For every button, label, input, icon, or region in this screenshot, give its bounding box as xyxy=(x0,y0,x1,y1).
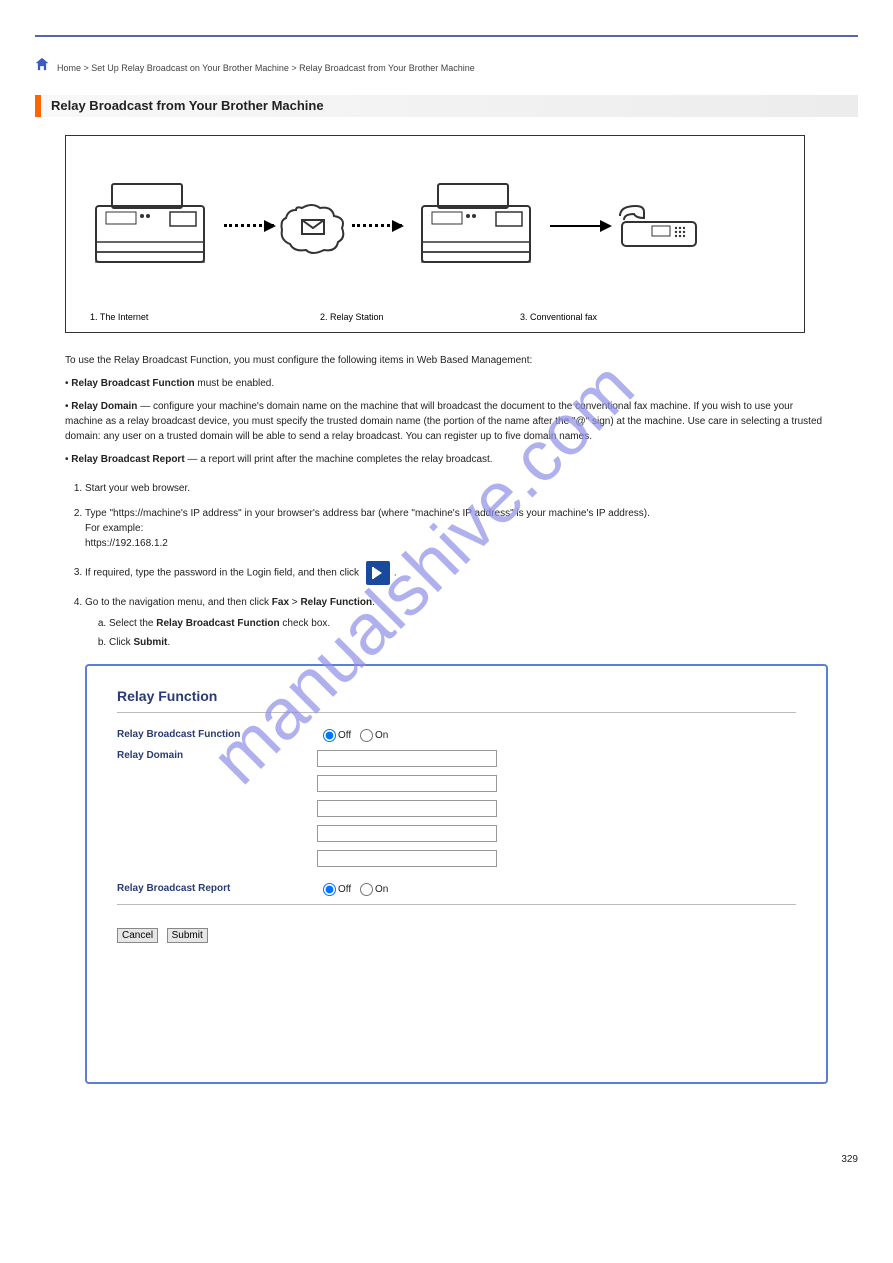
form-divider-1 xyxy=(117,712,796,713)
submit-button[interactable]: Submit xyxy=(167,928,208,943)
bullet-2: • Relay Domain — configure your machine'… xyxy=(65,399,828,444)
domain-input-5[interactable] xyxy=(317,850,497,867)
printer-2-icon xyxy=(406,176,546,276)
cancel-button[interactable]: Cancel xyxy=(117,928,158,943)
orange-accent xyxy=(35,95,41,117)
breadcrumb: Home > Set Up Relay Broadcast on Your Br… xyxy=(57,62,858,75)
radio-rbf-on[interactable] xyxy=(360,729,373,742)
broadcast-report-radios: Off On xyxy=(317,883,796,896)
step-4: Go to the navigation menu, and then clic… xyxy=(85,595,828,650)
diagram-label-2: 2. Relay Station xyxy=(320,312,520,322)
broadcast-function-radios: Off On xyxy=(317,729,796,742)
breadcrumb-l2[interactable]: Set Up Relay Broadcast on Your Brother M… xyxy=(91,63,289,73)
label-broadcast-report: Relay Broadcast Report xyxy=(117,883,317,894)
relay-domain-inputs xyxy=(317,750,796,875)
step-3: If required, type the password in the Lo… xyxy=(85,561,828,585)
domain-input-3[interactable] xyxy=(317,800,497,817)
cloud-envelope-icon xyxy=(278,196,348,256)
breadcrumb-l1[interactable]: Home xyxy=(57,63,81,73)
diagram-label-3: 3. Conventional fax xyxy=(520,312,640,322)
dotted-arrow-2 xyxy=(352,224,402,227)
home-icon[interactable] xyxy=(35,57,49,71)
steps-list: Start your web browser. Type "https://ma… xyxy=(85,481,828,650)
solid-arrow xyxy=(550,225,610,227)
step-1: Start your web browser. xyxy=(85,481,828,496)
label-broadcast-function: Relay Broadcast Function xyxy=(117,729,317,740)
bullet-1: • Relay Broadcast Function must be enabl… xyxy=(65,376,828,391)
diagram-box: 1. The Internet 2. Relay Station 3. Conv… xyxy=(65,135,805,333)
domain-input-4[interactable] xyxy=(317,825,497,842)
login-arrow-icon xyxy=(366,561,390,585)
domain-input-1[interactable] xyxy=(317,750,497,767)
substep-a: Select the Relay Broadcast Function chec… xyxy=(109,616,828,631)
bullet-3: • Relay Broadcast Report — a report will… xyxy=(65,452,828,467)
radio-rbr-on[interactable] xyxy=(360,883,373,896)
step-2: Type "https://machine's IP address" in y… xyxy=(85,506,828,551)
intro-para: To use the Relay Broadcast Function, you… xyxy=(65,353,828,368)
dotted-arrow-1 xyxy=(224,224,274,227)
form-title: Relay Function xyxy=(117,688,796,704)
relay-function-panel: Relay Function Relay Broadcast Function … xyxy=(85,664,828,1084)
radio-rbf-off[interactable] xyxy=(323,729,336,742)
label-relay-domain: Relay Domain xyxy=(117,750,317,761)
domain-input-2[interactable] xyxy=(317,775,497,792)
fax-device-icon xyxy=(614,196,704,256)
substep-b: Click Submit. xyxy=(109,635,828,650)
diagram-label-1: 1. The Internet xyxy=(90,312,320,322)
top-rule xyxy=(35,35,858,37)
section-title: Relay Broadcast from Your Brother Machin… xyxy=(51,98,324,113)
breadcrumb-l3: Relay Broadcast from Your Brother Machin… xyxy=(299,63,475,73)
radio-rbr-off[interactable] xyxy=(323,883,336,896)
section-header: Relay Broadcast from Your Brother Machin… xyxy=(35,95,858,117)
form-divider-2 xyxy=(117,904,796,905)
page-number: 329 xyxy=(0,1154,858,1165)
printer-1-icon xyxy=(80,176,220,276)
